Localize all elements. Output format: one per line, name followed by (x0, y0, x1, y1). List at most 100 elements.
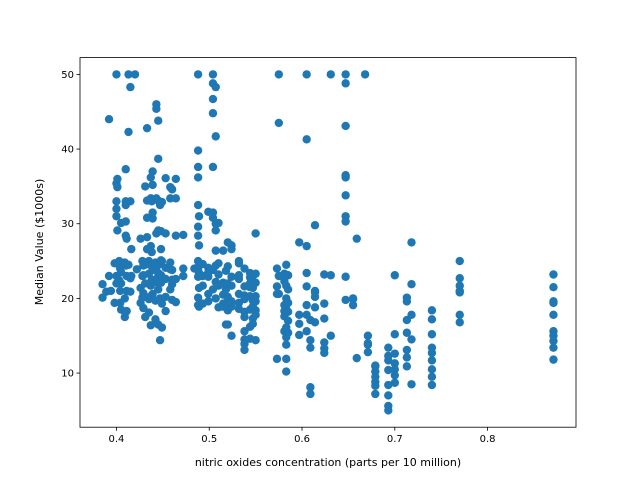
point (306, 389, 315, 399)
point (211, 246, 220, 255)
point (208, 162, 218, 172)
point (214, 218, 223, 228)
point (251, 278, 260, 287)
point (208, 109, 218, 118)
point (113, 226, 122, 235)
point (248, 319, 258, 328)
point (306, 336, 315, 345)
point (211, 226, 220, 235)
y-tick-label: 20 (61, 294, 74, 305)
point (157, 197, 167, 207)
point (320, 338, 329, 347)
point (302, 70, 311, 79)
point (171, 194, 181, 203)
point (302, 268, 311, 278)
point (371, 372, 380, 381)
point (302, 327, 311, 336)
point (310, 286, 320, 296)
point (148, 289, 157, 299)
point (126, 197, 135, 206)
x-tick-label: 0.8 (480, 434, 496, 445)
point (124, 127, 133, 137)
point (549, 283, 558, 292)
point (363, 339, 373, 348)
point (295, 238, 304, 247)
x-axis-label: nitric oxides concentration (parts per 1… (195, 456, 461, 469)
point (156, 244, 166, 254)
point (148, 180, 157, 190)
point (310, 292, 320, 302)
point (402, 353, 412, 362)
point (274, 289, 284, 299)
point (390, 378, 400, 387)
point (251, 229, 260, 238)
point (157, 256, 167, 266)
point (161, 173, 170, 183)
point (122, 234, 131, 243)
point (148, 208, 157, 217)
point (402, 328, 412, 337)
point (306, 343, 315, 352)
x-tick-label: 0.7 (387, 434, 403, 445)
point (147, 247, 156, 257)
point (282, 367, 291, 376)
point (363, 347, 373, 357)
point (240, 264, 249, 273)
point (427, 380, 437, 390)
point (274, 70, 284, 79)
point (341, 272, 350, 281)
point (360, 70, 370, 79)
point (104, 271, 114, 281)
point (427, 348, 437, 358)
point (402, 297, 412, 306)
point (295, 330, 304, 340)
point (141, 182, 150, 191)
point (171, 174, 181, 184)
point (132, 265, 142, 274)
point (427, 365, 437, 374)
plot-frame (79, 57, 577, 428)
point (234, 259, 244, 268)
point (208, 70, 218, 79)
point (223, 320, 232, 329)
point (341, 70, 350, 79)
point (295, 310, 304, 320)
point (384, 365, 393, 375)
point (127, 244, 136, 254)
point (310, 303, 320, 312)
point (211, 82, 220, 92)
point (234, 271, 244, 280)
point (152, 100, 161, 109)
point (402, 345, 412, 355)
point (130, 70, 140, 79)
point (124, 70, 133, 79)
point (371, 361, 380, 370)
point (384, 343, 393, 352)
point (167, 185, 177, 194)
point (240, 327, 249, 336)
point (282, 260, 291, 269)
point (274, 118, 284, 128)
point (121, 217, 130, 226)
point (115, 286, 125, 296)
point (211, 294, 220, 303)
point (251, 269, 260, 278)
point (341, 173, 350, 182)
point (549, 336, 558, 346)
point (154, 154, 163, 163)
point (161, 229, 170, 238)
point (154, 116, 163, 125)
y-axis-label: Median Value ($1000s) (33, 179, 46, 306)
point (282, 354, 291, 364)
point (455, 286, 464, 296)
point (384, 391, 393, 400)
point (124, 260, 133, 269)
point (282, 340, 291, 349)
point (194, 212, 204, 221)
point (157, 323, 167, 332)
point (112, 70, 121, 79)
point (179, 271, 188, 281)
point (326, 271, 335, 280)
